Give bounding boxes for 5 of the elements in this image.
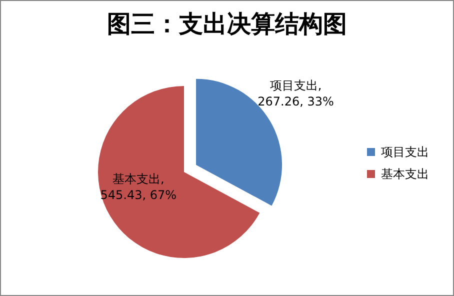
data-label: 基本支出, 545.43, 67%: [100, 172, 177, 202]
chart-title: 图三：支出决算结构图: [106, 9, 348, 39]
data-label: 项目支出, 267.26, 33%: [258, 78, 334, 108]
legend-label: 基本支出: [381, 166, 429, 182]
legend-label: 项目支出: [381, 144, 429, 160]
